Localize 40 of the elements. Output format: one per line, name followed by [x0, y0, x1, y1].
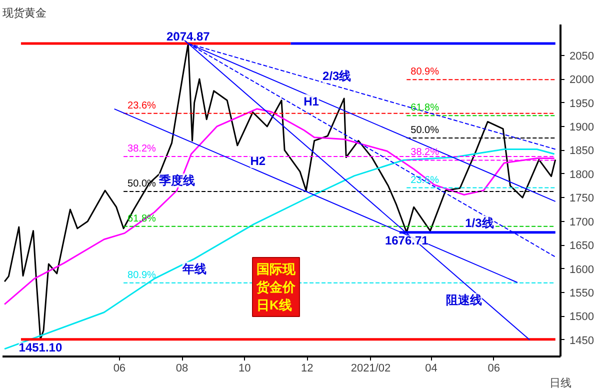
- x-tick-label: 10: [238, 362, 251, 374]
- y-tick-label: 1550: [570, 287, 594, 300]
- series-label: 61.8%: [410, 102, 440, 114]
- annotation: 阻速线: [446, 293, 482, 308]
- annotation: 2/3线: [322, 69, 352, 84]
- y-tick-label: 1650: [570, 240, 594, 252]
- y-tick-label: 1600: [570, 264, 594, 276]
- x-tick-label: 06: [488, 362, 500, 374]
- annotation: H2: [250, 154, 266, 168]
- x-axis-title: 日线: [550, 376, 572, 390]
- annotation: 年线: [181, 262, 206, 276]
- annotation: 2074.87: [166, 30, 210, 44]
- y-tick-label: 1900: [570, 121, 594, 134]
- x-tick-label: 2021/02: [350, 362, 391, 374]
- series-label: 38.2%: [410, 147, 440, 158]
- y-tick-label: 2000: [570, 74, 594, 86]
- y-tick-label: 1950: [570, 98, 594, 110]
- y-tick-label: 1850: [570, 145, 594, 158]
- y-tick-label: 2050: [570, 50, 594, 62]
- annotation: 国际现货金价日K线: [256, 262, 296, 312]
- y-tick-label: 1700: [570, 216, 594, 228]
- annotation: 1/3线: [465, 216, 494, 230]
- y-tick-label: 1750: [570, 192, 594, 205]
- chart-title: 现货黄金: [2, 6, 46, 20]
- series-label: 50.0%: [410, 124, 440, 136]
- series-label: 23.6%: [128, 100, 156, 112]
- annotation: 1676.71: [384, 233, 429, 248]
- annotation: H1: [304, 94, 320, 108]
- x-tick-label: 04: [425, 362, 438, 374]
- x-tick-label: 08: [176, 362, 188, 374]
- y-tick-label: 1450: [570, 334, 594, 347]
- series-label: 80.9%: [410, 66, 440, 78]
- y-tick-label: 1500: [570, 311, 594, 324]
- annotation: 季度线: [158, 174, 195, 188]
- x-tick-label: 06: [113, 362, 126, 374]
- series-label: 80.9%: [128, 270, 156, 281]
- annotation: 1451.10: [18, 340, 62, 354]
- y-tick-label: 1800: [570, 168, 594, 181]
- series-label: 38.2%: [128, 144, 156, 155]
- x-tick-label: 12: [301, 362, 314, 374]
